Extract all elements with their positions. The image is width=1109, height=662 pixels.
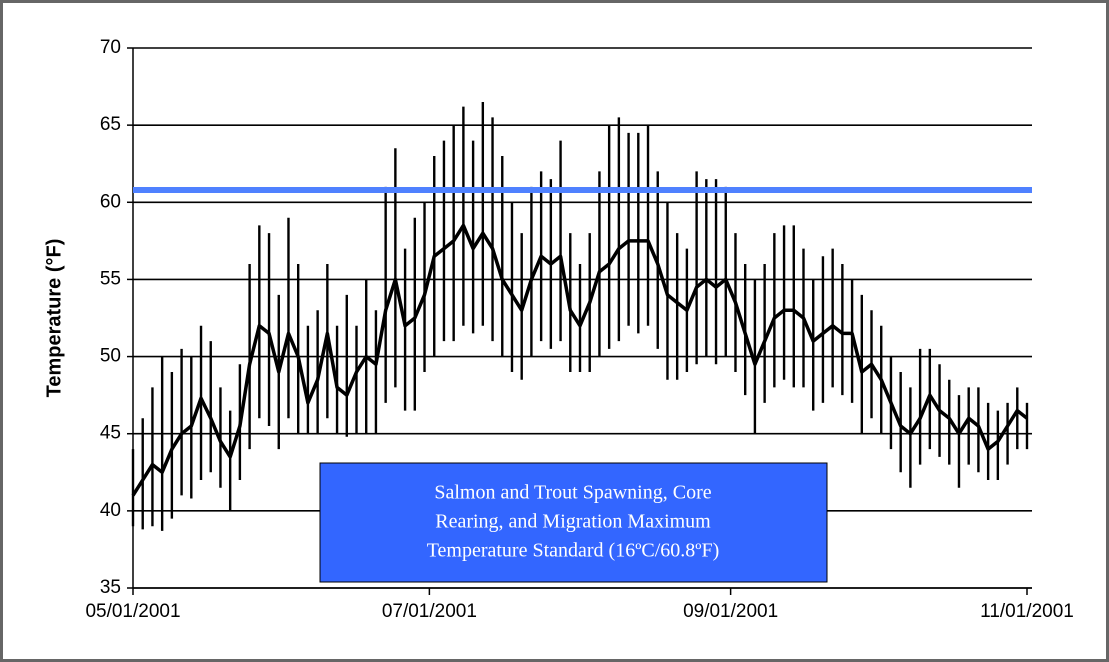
y-tick-label: 55	[100, 268, 121, 289]
y-tick-label: 45	[100, 423, 121, 444]
x-tick-label: 09/01/2001	[683, 601, 778, 622]
mean-line	[131, 223, 1029, 497]
x-tick-label: 05/01/2001	[85, 601, 180, 622]
y-tick-label: 35	[100, 577, 121, 598]
y-tick-label: 65	[100, 114, 121, 135]
annotation-text: Salmon and Trout Spawning, Core	[434, 482, 711, 504]
annotation-text: Temperature Standard (16ºC/60.8ºF)	[427, 540, 720, 562]
annotation-text: Rearing, and Migration Maximum	[435, 511, 711, 533]
y-tick-label: 40	[100, 500, 121, 521]
y-axis-label: Temperature (°F)	[43, 239, 65, 398]
y-tick-label: 60	[100, 191, 121, 212]
y-tick-label: 50	[100, 346, 121, 367]
x-tick-label: 11/01/2001	[980, 601, 1074, 622]
x-tick-label: 07/01/2001	[382, 601, 477, 622]
y-tick-label: 70	[100, 37, 121, 58]
annotation-box	[319, 462, 828, 583]
